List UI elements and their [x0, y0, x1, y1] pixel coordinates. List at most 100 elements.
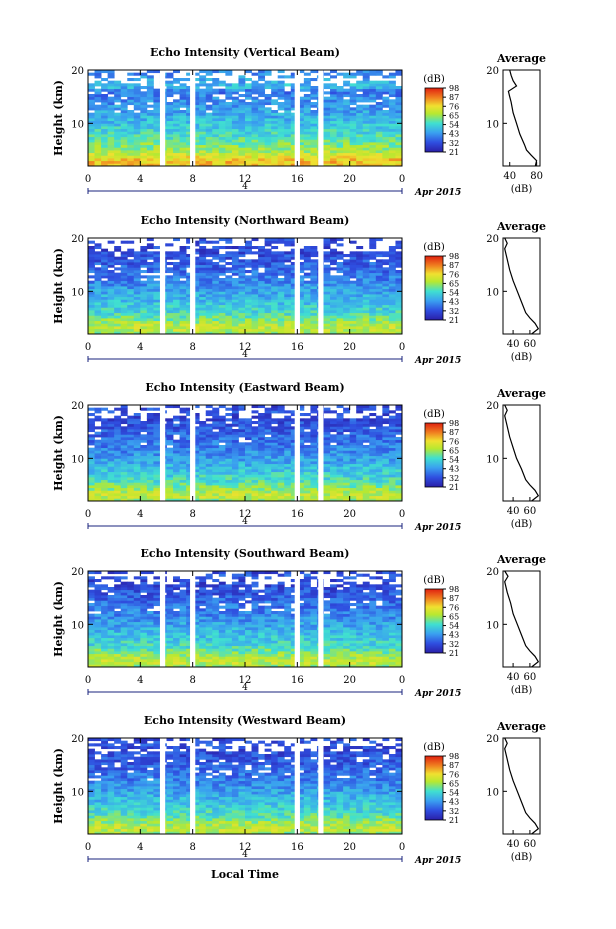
heatmap-cell: [101, 270, 109, 274]
heatmap-cell: [284, 270, 292, 274]
heatmap-cell: [146, 407, 154, 411]
heatmap-cell: [330, 299, 337, 303]
heatmap-cell: [375, 304, 383, 308]
heatmap-cell: [284, 152, 292, 156]
heatmap-cell: [231, 256, 239, 260]
heatmap-cell: [127, 487, 135, 491]
heatmap-cell: [192, 110, 200, 114]
heatmap-cell: [336, 485, 344, 489]
heatmap-cell: [343, 75, 351, 79]
heatmap-cell: [186, 461, 194, 465]
colorbar-tick-label: 87: [449, 428, 459, 437]
heatmap-cell: [336, 328, 344, 332]
heatmap-cell: [238, 442, 246, 446]
heatmap-cell: [127, 91, 135, 95]
heatmap-cell: [271, 126, 279, 130]
heatmap-cell: [238, 104, 246, 108]
heatmap-cell: [290, 86, 298, 90]
heatmap-cell: [218, 421, 226, 425]
heatmap-cell: [114, 434, 122, 438]
heatmap-cell: [264, 102, 272, 106]
heatmap-cell: [107, 280, 115, 284]
heatmap-cell: [120, 482, 128, 486]
average-y-tick-label: 20: [486, 401, 499, 412]
heatmap-cell: [323, 96, 331, 100]
heatmap-cell: [362, 463, 370, 467]
heatmap-cell: [264, 80, 272, 84]
heatmap-cell: [231, 431, 239, 435]
heatmap-cell: [284, 415, 292, 419]
heatmap-cell: [218, 493, 226, 497]
heatmap-cell: [238, 421, 246, 425]
heatmap-cell: [290, 479, 298, 483]
heatmap-cell: [297, 466, 305, 470]
heatmap-cell: [153, 94, 161, 98]
heatmap-cell: [107, 426, 115, 430]
heatmap-cell: [258, 450, 266, 454]
heatmap-cell: [323, 310, 331, 314]
heatmap-cell: [94, 144, 102, 148]
colorbar-tick-label: 43: [449, 298, 459, 307]
heatmap-cell: [290, 152, 298, 156]
colorbar-tick-label: 43: [449, 465, 459, 474]
heatmap-cell: [127, 94, 135, 98]
heatmap-cell: [231, 110, 239, 114]
heatmap-cell: [395, 442, 403, 446]
heatmap-cell: [225, 139, 233, 143]
heatmap-cell: [88, 426, 95, 430]
heatmap-cell: [133, 495, 141, 499]
heatmap-cell: [140, 323, 148, 327]
heatmap-cell: [382, 405, 390, 409]
heatmap-cell: [245, 278, 252, 282]
heatmap-cell: [264, 267, 272, 271]
heatmap-cell: [303, 160, 311, 164]
heatmap-cell: [192, 283, 200, 287]
heatmap-cell: [251, 410, 259, 414]
heatmap-cell: [114, 307, 122, 311]
heatmap-cell: [140, 75, 148, 79]
heatmap-cell: [271, 471, 279, 475]
heatmap-cell: [173, 423, 180, 427]
heatmap-cell: [186, 102, 194, 106]
heatmap-cell: [231, 463, 239, 467]
heatmap-cell: [323, 455, 331, 459]
heatmap-cell: [382, 155, 390, 159]
heatmap-cell: [133, 437, 141, 441]
heatmap-cell: [205, 128, 213, 132]
heatmap-cell: [212, 479, 220, 483]
heatmap-cell: [107, 479, 115, 483]
heatmap-cell: [212, 163, 220, 167]
heatmap-cell: [284, 120, 292, 124]
heatmap-cell: [369, 283, 377, 287]
heatmap-cell: [343, 479, 351, 483]
heatmap-cell: [186, 493, 194, 497]
heatmap-cell: [323, 463, 331, 467]
heatmap-cell: [284, 315, 292, 319]
heatmap-cell: [133, 490, 141, 494]
heatmap-cell: [231, 120, 239, 124]
heatmap-cell: [114, 139, 122, 143]
heatmap-cell: [107, 115, 115, 119]
heatmap-cell: [179, 144, 187, 148]
heatmap-cell: [323, 407, 331, 411]
heatmap-cell: [127, 445, 135, 449]
heatmap-cell: [127, 112, 135, 116]
heatmap-cell: [251, 144, 259, 148]
heatmap-cell: [120, 458, 128, 462]
heatmap-cell: [186, 291, 194, 295]
heatmap-cell: [225, 246, 233, 250]
heatmap-cell: [369, 91, 377, 95]
heatmap-cell: [310, 262, 318, 266]
heatmap-cell: [310, 442, 318, 446]
heatmap-cell: [303, 115, 311, 119]
heatmap-cell: [271, 128, 279, 132]
heatmap-cell: [166, 453, 174, 457]
heatmap-cell: [330, 423, 337, 427]
heatmap-cell: [310, 264, 318, 268]
heatmap-cell: [245, 442, 252, 446]
heatmap-cell: [114, 152, 122, 156]
heatmap-cell: [120, 126, 128, 130]
heatmap-cell: [179, 315, 187, 319]
heatmap-cell: [166, 431, 174, 435]
heatmap-cell: [251, 283, 259, 287]
